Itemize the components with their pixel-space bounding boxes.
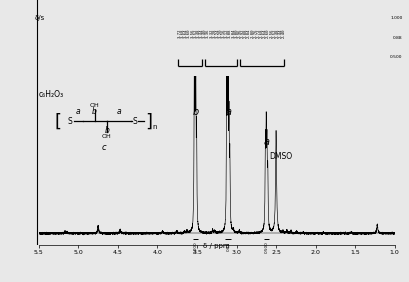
Text: 3.24: 3.24: [216, 28, 220, 38]
Text: 3.20: 3.20: [219, 28, 223, 38]
Text: 3.44: 3.44: [200, 28, 204, 38]
Text: 2.64: 2.64: [263, 28, 267, 38]
Text: S: S: [67, 117, 72, 126]
Text: 2.92: 2.92: [241, 28, 245, 38]
Text: DMSO: DMSO: [270, 153, 293, 162]
Text: 3.08: 3.08: [228, 28, 232, 38]
Text: 2.96: 2.96: [238, 28, 242, 38]
Text: b: b: [91, 107, 96, 116]
Text: 3.72: 3.72: [178, 28, 182, 38]
Text: n: n: [153, 124, 157, 130]
Text: c₆H₂O₃: c₆H₂O₃: [39, 90, 64, 99]
Text: 2.56: 2.56: [270, 28, 273, 38]
Text: 2.72: 2.72: [257, 28, 261, 38]
Text: 3.28: 3.28: [212, 28, 216, 38]
Text: 2.84: 2.84: [247, 28, 251, 38]
Text: 2.44: 2.44: [279, 28, 283, 38]
Text: c: c: [102, 143, 106, 152]
Text: 0.88: 0.88: [227, 242, 231, 251]
Text: 3.00: 3.00: [234, 28, 238, 38]
Text: 3.04: 3.04: [231, 28, 235, 38]
Text: 3.32: 3.32: [209, 28, 213, 38]
Text: b: b: [192, 107, 198, 116]
Text: 3.12: 3.12: [225, 28, 229, 38]
Text: 0.500: 0.500: [265, 242, 269, 253]
Text: a: a: [226, 107, 231, 116]
Text: a: a: [117, 107, 121, 116]
Text: 1.000: 1.000: [193, 242, 198, 253]
Text: 3.48: 3.48: [197, 28, 200, 38]
Text: δ/s: δ/s: [35, 15, 45, 21]
Text: 1.000: 1.000: [390, 16, 402, 20]
Text: 2.40: 2.40: [282, 28, 286, 38]
Text: 2.88: 2.88: [244, 28, 248, 38]
Text: a: a: [76, 107, 81, 116]
Text: 2.60: 2.60: [266, 28, 270, 38]
Text: 3.52: 3.52: [193, 28, 198, 38]
Text: OH: OH: [102, 134, 112, 139]
Text: 3.56: 3.56: [190, 28, 194, 38]
Text: S: S: [133, 117, 137, 126]
Text: 2.68: 2.68: [260, 28, 264, 38]
Text: δ / ppm: δ / ppm: [203, 243, 230, 249]
Text: [: [: [54, 112, 61, 130]
Text: 3.60: 3.60: [187, 28, 191, 38]
Text: 3.64: 3.64: [184, 28, 188, 38]
Text: a: a: [263, 136, 270, 147]
Text: ]: ]: [145, 112, 152, 130]
Text: b: b: [104, 126, 109, 135]
Text: 2.48: 2.48: [276, 28, 280, 38]
Text: 0.88: 0.88: [393, 36, 402, 40]
Text: 2.52: 2.52: [272, 28, 276, 38]
Text: 3.68: 3.68: [181, 28, 185, 38]
Text: 0.500: 0.500: [390, 55, 402, 59]
Text: OH: OH: [90, 103, 99, 108]
Text: 3.36: 3.36: [206, 28, 210, 38]
Text: 2.76: 2.76: [254, 28, 258, 38]
Text: 2.80: 2.80: [250, 28, 254, 38]
Text: 3.16: 3.16: [222, 28, 226, 38]
Text: 3.40: 3.40: [203, 28, 207, 38]
